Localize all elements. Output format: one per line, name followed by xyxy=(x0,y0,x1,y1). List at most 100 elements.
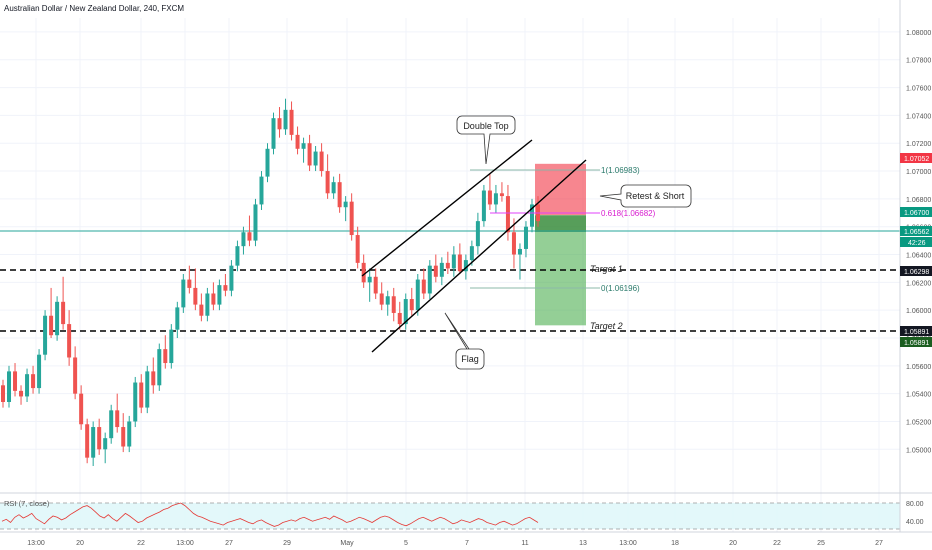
stop-loss-zone[interactable] xyxy=(535,163,586,216)
candle xyxy=(241,226,246,255)
rsi-band xyxy=(0,503,900,529)
candle xyxy=(55,296,60,341)
time-tick: 11 xyxy=(521,540,528,547)
candle xyxy=(115,393,120,433)
candle xyxy=(223,274,228,297)
retest-short-callout[interactable]: Retest & Short xyxy=(599,184,692,208)
candle xyxy=(217,279,222,311)
flag-callout[interactable]: Flag xyxy=(444,312,485,370)
target1-label: Target 1 xyxy=(590,264,623,274)
candle xyxy=(289,101,294,141)
candle xyxy=(379,282,384,311)
candle xyxy=(193,268,198,311)
candle xyxy=(139,374,144,414)
candle xyxy=(451,246,456,277)
price-tick: 1.06400 xyxy=(906,253,931,260)
candle xyxy=(67,310,72,366)
candle xyxy=(181,274,186,313)
time-tick: 20 xyxy=(729,540,737,547)
time-tick: 20 xyxy=(76,540,84,547)
chart-title: Australian Dollar / New Zealand Dollar, … xyxy=(4,4,184,13)
candle xyxy=(199,293,204,322)
candle xyxy=(283,98,288,135)
candle xyxy=(175,301,180,338)
price-tick: 1.05200 xyxy=(906,419,931,426)
candle xyxy=(187,265,192,294)
candle xyxy=(37,349,42,394)
time-tick: May xyxy=(340,540,354,547)
candle xyxy=(493,184,498,213)
price-badge-bg xyxy=(900,266,932,276)
fib-label-1: 1(1.06983) xyxy=(601,166,640,175)
fib-label-618: 0.618(1.06682) xyxy=(601,209,656,218)
candle xyxy=(475,212,480,255)
flag-channel-lower[interactable] xyxy=(371,159,587,353)
rsi-label: RSI (7, close) xyxy=(4,499,50,508)
candle xyxy=(391,287,396,322)
candle xyxy=(445,251,450,274)
time-tick: 13:00 xyxy=(619,540,637,547)
candle xyxy=(271,112,276,155)
price-tick: 1.05400 xyxy=(906,392,931,399)
time-tick: 5 xyxy=(404,540,408,547)
candle xyxy=(301,137,306,163)
rsi-line xyxy=(1,502,539,527)
price-badge-label: 1.06700 xyxy=(904,210,929,217)
candle xyxy=(265,143,270,183)
price-tick: 1.07600 xyxy=(906,86,931,93)
price-badge-label: 1.07052 xyxy=(904,156,929,163)
candle xyxy=(529,198,534,233)
double-top-callout[interactable]: Double Top xyxy=(456,115,516,165)
time-tick: 13:00 xyxy=(176,540,194,547)
rsi-tick-40: 40.00 xyxy=(906,519,924,526)
price-badge-bg xyxy=(900,337,932,347)
price-tick: 1.07800 xyxy=(906,58,931,65)
candle xyxy=(331,176,336,199)
candle xyxy=(259,171,264,210)
candle xyxy=(325,154,330,199)
retest-short-label: Retest & Short xyxy=(626,191,685,201)
price-tick: 1.07200 xyxy=(906,141,931,148)
candle xyxy=(7,365,12,408)
candle xyxy=(109,404,114,444)
price-badge-bg xyxy=(900,153,932,163)
candle xyxy=(97,418,102,455)
candle xyxy=(43,310,48,361)
candle xyxy=(409,287,414,316)
candle xyxy=(397,301,402,330)
candle xyxy=(253,198,258,247)
candle xyxy=(121,413,126,453)
candle xyxy=(31,365,36,394)
candle xyxy=(481,184,486,227)
candle xyxy=(349,193,354,241)
candle xyxy=(433,254,438,283)
time-tick: 22 xyxy=(137,540,145,547)
time-tick: 7 xyxy=(465,540,469,547)
candle xyxy=(367,268,372,302)
candle xyxy=(247,215,252,247)
candle xyxy=(169,324,174,369)
candle xyxy=(277,107,282,138)
price-tick: 1.07400 xyxy=(906,113,931,120)
candle xyxy=(163,335,168,369)
flag-channel-upper[interactable] xyxy=(361,139,533,277)
candle xyxy=(295,126,300,155)
candle xyxy=(337,173,342,213)
countdown-badge-bg xyxy=(900,237,932,247)
price-tick: 1.06200 xyxy=(906,280,931,287)
candle xyxy=(151,357,156,394)
candle xyxy=(25,368,30,402)
time-axis[interactable]: 13:00 20 22 13:00 27 29 May 5 7 11 13 13:00 18 20 22 25… xyxy=(27,540,883,547)
candle xyxy=(91,421,96,466)
price-tick: 1.06000 xyxy=(906,308,931,315)
price-badge-label: 1.05891 xyxy=(904,340,929,347)
price-tick: 1.06800 xyxy=(906,197,931,204)
candle xyxy=(307,134,312,172)
candle xyxy=(427,260,432,300)
price-tick: 1.05000 xyxy=(906,447,931,454)
candle xyxy=(205,287,210,322)
candle xyxy=(343,196,348,222)
candle xyxy=(157,343,162,391)
